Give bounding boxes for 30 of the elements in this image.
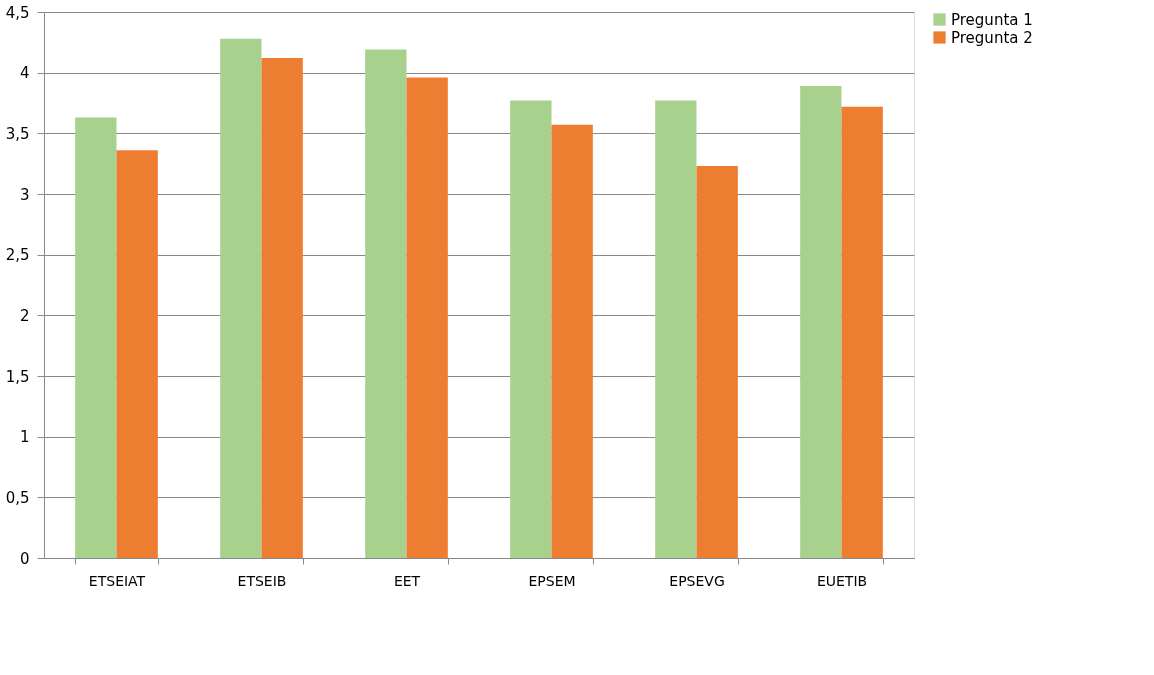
y-tick-label: 3,5 — [5, 124, 30, 143]
bar — [261, 58, 303, 558]
legend-label: Pregunta 2 — [951, 28, 1033, 47]
bar — [655, 100, 697, 558]
x-tick-label: EPSEM — [528, 572, 576, 589]
bar — [551, 124, 593, 558]
y-tick-label: 2,5 — [5, 246, 30, 265]
x-tick-label: ETSEIB — [237, 572, 287, 589]
y-tick-label: 1,5 — [5, 367, 30, 386]
y-tick-label: 3 — [19, 185, 30, 204]
bar — [75, 117, 117, 558]
bar — [220, 38, 262, 558]
bar — [510, 100, 552, 558]
y-tick-label: 0 — [19, 549, 30, 568]
x-tick-label: EUETIB — [816, 572, 868, 589]
bar — [116, 150, 158, 558]
x-tick-label: EPSEVG — [669, 572, 725, 589]
y-tick-label: 4,5 — [5, 3, 30, 22]
legend-label: Pregunta 1 — [951, 10, 1033, 29]
bar — [841, 106, 883, 558]
bar — [800, 86, 842, 558]
y-tick-label: 0,5 — [5, 488, 30, 507]
y-tick-label: 1 — [19, 428, 30, 447]
y-tick-label: 2 — [19, 306, 30, 325]
y-tick-label: 4 — [19, 64, 30, 83]
x-tick-label: EET — [393, 572, 421, 589]
bar — [406, 77, 448, 558]
bar — [696, 166, 738, 558]
bar — [365, 49, 407, 558]
x-tick-label: ETSEIAT — [88, 572, 146, 589]
